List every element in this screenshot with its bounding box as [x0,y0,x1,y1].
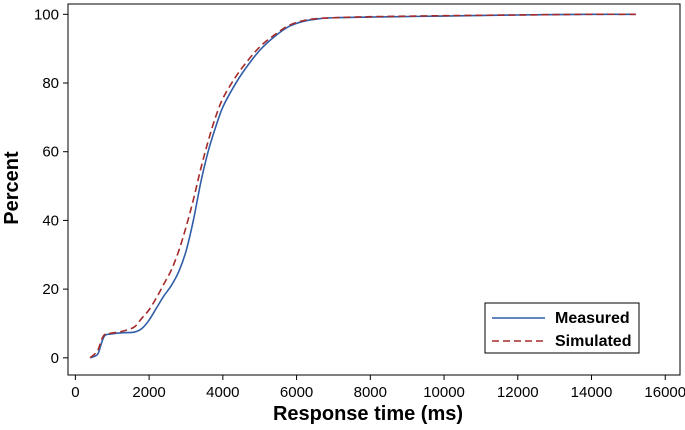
x-tick-label: 16000 [644,384,685,401]
y-tick-label: 60 [42,144,59,161]
x-tick-label: 2000 [132,384,165,401]
y-tick-label: 80 [42,75,59,92]
y-tick-label: 0 [51,350,59,367]
legend: Measured Simulated [484,302,640,354]
plot-frame [67,3,681,376]
y-tick-label: 40 [42,212,59,229]
x-tick-label: 8000 [354,384,387,401]
x-axis-title: Response time (ms) [273,403,463,425]
y-axis: 0 20 40 60 80 100 [34,6,68,367]
legend-label-measured: Measured [555,310,630,327]
y-tick-label: 20 [42,281,59,298]
x-tick-label: 4000 [206,384,239,401]
series-layer [89,13,636,359]
legend-box [484,302,640,354]
y-axis-title: Percent [1,151,23,225]
x-tick-label: 14000 [571,384,613,401]
x-tick-label: 12000 [497,384,539,401]
y-tick-label: 100 [34,6,59,23]
x-tick-label: 0 [71,384,79,401]
x-tick-label: 10000 [423,384,465,401]
x-axis: 0 2000 4000 6000 8000 10000 12000 14000 16000 [71,375,685,401]
legend-label-simulated: Simulated [555,333,631,350]
series-line-simulated [89,13,636,359]
x-tick-label: 6000 [280,384,313,401]
